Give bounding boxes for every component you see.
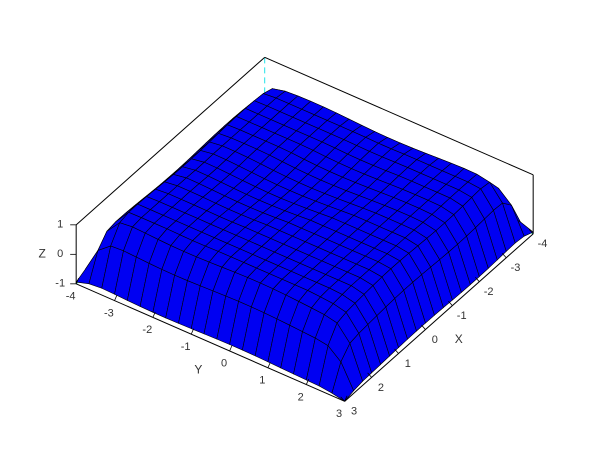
svg-text:-3: -3 (104, 307, 114, 319)
svg-text:Y: Y (194, 362, 202, 376)
svg-text:0: 0 (57, 248, 63, 260)
svg-text:3: 3 (351, 406, 357, 418)
svg-text:X: X (455, 332, 463, 346)
svg-text:-2: -2 (484, 286, 494, 298)
svg-text:-1: -1 (457, 310, 467, 322)
svg-text:-2: -2 (142, 324, 152, 336)
svg-text:-4: -4 (538, 238, 548, 250)
svg-text:1: 1 (259, 375, 265, 387)
svg-text:0: 0 (432, 334, 438, 346)
svg-text:-3: -3 (511, 262, 521, 274)
svg-text:2: 2 (298, 391, 304, 403)
svg-text:Z: Z (39, 246, 46, 260)
svg-text:-4: -4 (66, 291, 76, 303)
svg-text:-1: -1 (181, 341, 191, 353)
svg-text:1: 1 (405, 358, 411, 370)
svg-text:-1: -1 (55, 278, 65, 290)
svg-text:3: 3 (336, 408, 342, 420)
svg-text:1: 1 (57, 219, 63, 231)
svg-text:2: 2 (378, 382, 384, 394)
svg-text:0: 0 (221, 358, 227, 370)
